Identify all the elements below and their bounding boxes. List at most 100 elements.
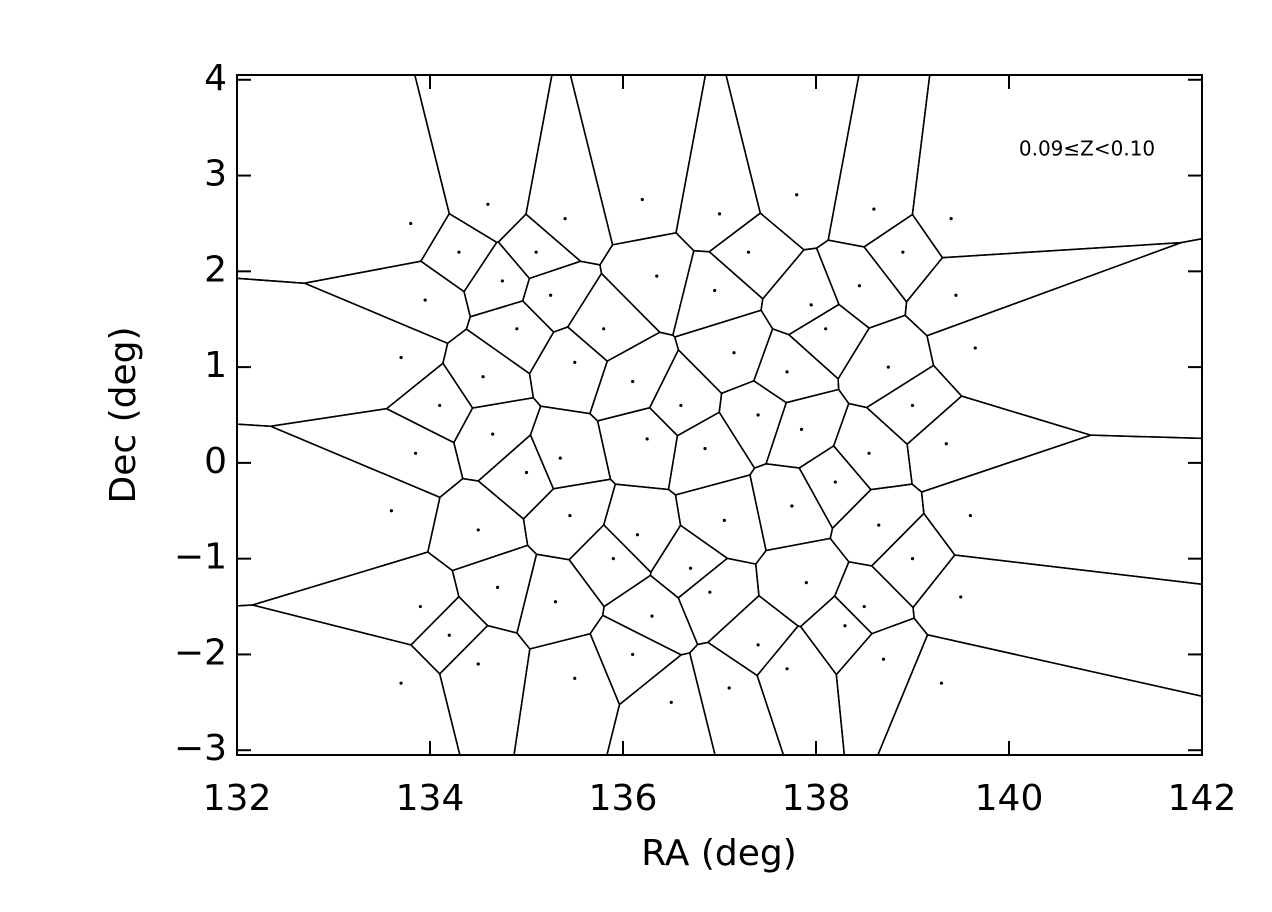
galaxy-point: [413, 451, 418, 455]
galaxy-point: [573, 360, 577, 364]
galaxy-point: [809, 303, 813, 307]
galaxy-point: [399, 681, 403, 685]
galaxy-point: [877, 523, 881, 527]
galaxy-point: [867, 451, 871, 455]
voronoi-cell: [522, 478, 617, 561]
voronoi-cell: [249, 551, 460, 646]
voronoi-cell: [863, 213, 944, 304]
galaxy-point: [872, 207, 876, 211]
galaxy-point: [717, 212, 722, 216]
voronoi-cell: [827, 74, 931, 248]
galaxy-point: [447, 633, 451, 637]
galaxy-point: [732, 351, 736, 355]
galaxy-point: [515, 327, 519, 331]
galaxy-point: [795, 193, 799, 197]
galaxy-point: [423, 298, 427, 302]
voronoi-cell: [904, 241, 1182, 337]
galaxy-point: [645, 437, 649, 441]
galaxy-point: [558, 456, 562, 460]
galaxy-point: [438, 403, 442, 408]
galaxy-point: [602, 327, 606, 331]
voronoi-cell: [513, 632, 621, 756]
galaxy-point: [635, 533, 640, 537]
voronoi-cell: [911, 74, 1203, 259]
galaxy-point: [486, 202, 490, 206]
galaxy-point: [568, 513, 572, 518]
galaxy-point: [959, 595, 963, 599]
voronoi-cell: [755, 537, 850, 628]
galaxy-point: [954, 293, 958, 297]
galaxy-point: [640, 197, 644, 202]
galaxy-point: [910, 403, 915, 408]
voronoi-cell: [667, 411, 756, 496]
x-tick-label: 132: [203, 778, 272, 819]
galaxy-point: [491, 432, 495, 436]
galaxy-point: [534, 250, 538, 254]
galaxy-point: [785, 370, 789, 374]
voronoi-cell: [912, 554, 1203, 698]
voronoi-cell: [906, 395, 1094, 493]
galaxy-point: [549, 293, 553, 297]
voronoi-cell: [648, 348, 723, 437]
voronoi-cell: [601, 574, 699, 656]
voronoi-cell: [865, 364, 963, 446]
galaxy-point: [756, 643, 760, 647]
voronoi-cell: [236, 604, 461, 756]
voronoi-cell: [672, 249, 764, 338]
y-tick-label: 0: [204, 441, 227, 482]
galaxy-point: [886, 365, 890, 369]
galaxy-point: [756, 413, 760, 417]
y-tick-label: 4: [204, 58, 227, 99]
voronoi-cell: [799, 595, 873, 676]
voronoi-cell: [465, 300, 555, 375]
y-tick-label: −1: [174, 537, 227, 578]
voronoi-cell: [419, 212, 498, 293]
voronoi-cell: [649, 524, 729, 599]
y-axis-label: Dec (deg): [103, 326, 144, 503]
y-tick-label: −2: [174, 632, 227, 673]
voronoi-cell: [569, 74, 707, 246]
x-tick-label: 140: [975, 778, 1044, 819]
galaxy-point: [968, 513, 973, 518]
galaxy-point: [857, 284, 862, 288]
plot-frame: [236, 74, 1203, 756]
galaxy-point: [939, 681, 944, 685]
voronoi-cell: [760, 247, 840, 336]
voronoi-cell: [525, 74, 614, 266]
galaxy-point: [944, 442, 948, 446]
voronoi-cell: [236, 423, 441, 607]
voronoi-cell: [688, 641, 785, 756]
galaxy-point: [713, 288, 717, 293]
galaxy-point: [804, 581, 808, 585]
voronoi-cell: [453, 396, 542, 482]
y-tick-label: 1: [204, 345, 227, 386]
voronoi-cell: [566, 272, 662, 363]
voronoi-cell: [301, 260, 472, 345]
voronoi-cell: [765, 388, 850, 469]
galaxy-point: [790, 504, 794, 508]
voronoi-cell: [497, 213, 583, 280]
galaxy-point: [563, 217, 567, 221]
voronoi-cell: [521, 260, 603, 333]
voronoi-cell: [529, 405, 612, 490]
voronoi-cell: [477, 433, 555, 520]
voronoi-cell: [832, 402, 913, 491]
voronoi-cell: [236, 74, 451, 284]
galaxy-point: [389, 509, 393, 513]
voronoi-cell: [602, 483, 682, 574]
galaxy-point: [843, 624, 847, 628]
galaxy-point: [679, 403, 683, 408]
galaxy-point: [949, 217, 953, 221]
galaxy-point: [418, 604, 422, 609]
x-tick-label: 136: [589, 778, 658, 819]
galaxy-point: [727, 686, 731, 690]
galaxy-point: [553, 600, 558, 604]
galaxy-point: [862, 604, 866, 609]
voronoi-cell: [798, 444, 872, 530]
galaxy-point: [799, 427, 804, 431]
galaxy-point: [457, 250, 461, 254]
galaxy-point: [833, 480, 837, 484]
voronoi-cell: [677, 557, 760, 646]
voronoi-cell: [833, 560, 915, 635]
galaxy-point: [524, 470, 529, 475]
